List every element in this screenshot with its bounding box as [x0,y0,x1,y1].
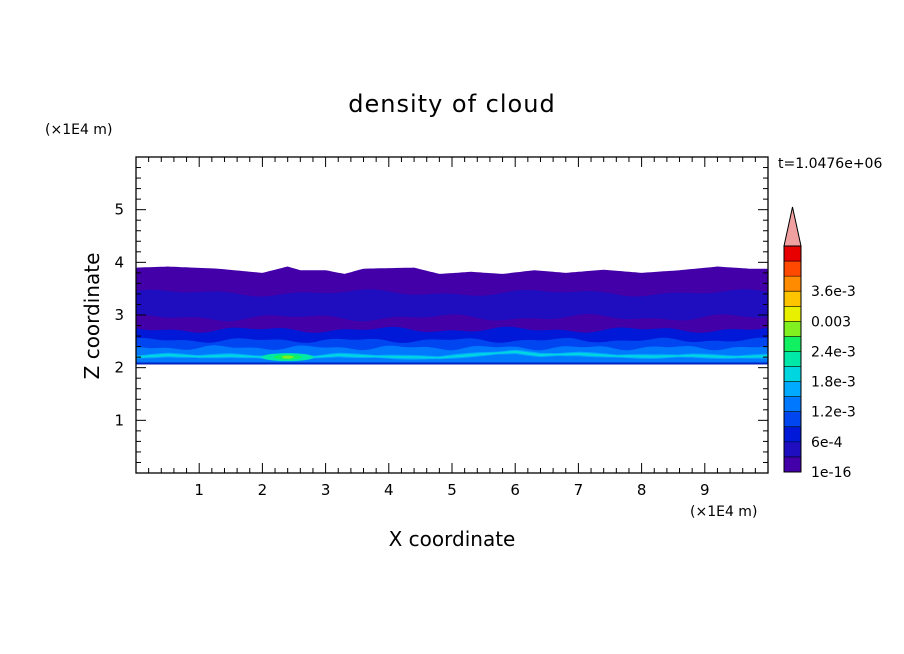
x-tick-label: 7 [574,481,584,499]
y-axis-title: Z coordinate [80,253,104,380]
x-tick-label: 3 [321,481,331,499]
y-unit-label: (×1E4 m) [45,122,112,138]
axes: 1 2 3 4 5 6 7 8 9 1 2 3 4 5 [114,156,769,499]
y-tick-label: 4 [114,253,124,271]
colorbar-label: 6e-4 [811,435,843,451]
time-label: t=1.0476e+06 [778,156,882,172]
colorbar: 1e-16 6e-4 1.2e-3 1.8e-3 2.4e-3 0.003 3.6e-3 [783,206,856,481]
colorbar-segment [784,246,801,262]
colorbar-label: 0.003 [811,314,851,330]
x-unit-label: (×1E4 m) [690,504,757,520]
colorbar-label: 1.2e-3 [811,405,856,421]
colorbar-segment [784,321,801,337]
colorbar-segment [784,411,801,428]
density-peak-level-10 [281,355,294,359]
colorbar-label: 3.6e-3 [811,284,856,300]
chart-title: density of cloud [348,90,555,118]
y-tick-label: 3 [114,306,124,324]
y-tick-label: 2 [114,359,124,377]
x-tick-label: 9 [700,481,710,499]
colorbar-segment [784,381,801,398]
x-tick-label: 2 [258,481,268,499]
colorbar-segment [784,306,801,322]
x-tick-label: 6 [510,481,520,499]
colorbar-overflow-arrow [783,206,802,247]
x-tick-label: 5 [447,481,457,499]
colorbar-label: 1e-16 [811,465,851,481]
x-tick-label: 8 [637,481,647,499]
colorbar-segment [784,366,801,382]
colorbar-segment [784,336,801,352]
colorbar-segment [784,276,801,292]
colorbar-label: 2.4e-3 [811,344,856,360]
plot-area [136,266,768,365]
y-tick-label: 1 [114,411,124,429]
x-tick-label: 1 [194,481,204,499]
x-axis-title: X coordinate [389,527,516,551]
colorbar-segment [784,456,801,473]
y-tick-label: 5 [114,201,124,219]
colorbar-label: 1.8e-3 [811,375,856,391]
colorbar-segment [784,396,801,413]
colorbar-segment [784,351,801,367]
colorbar-segment [784,441,801,458]
colorbar-segment [784,426,801,443]
x-tick-label: 4 [384,481,394,499]
colorbar-segment [784,291,801,307]
colorbar-segment [784,261,801,277]
